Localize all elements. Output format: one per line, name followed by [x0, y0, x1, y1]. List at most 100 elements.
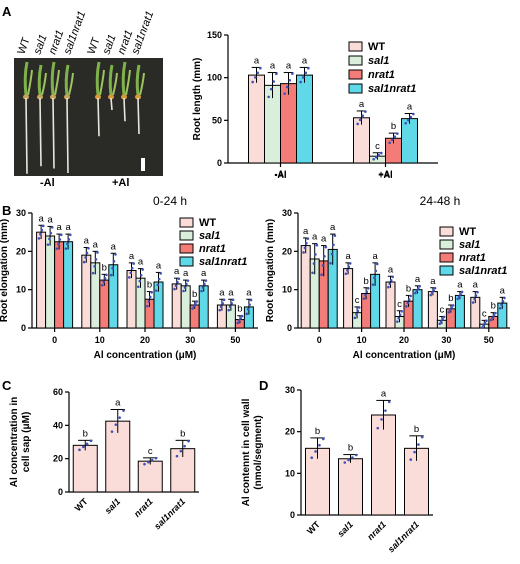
- data-point: [388, 141, 391, 145]
- data-point: [253, 76, 257, 79]
- data-point: [299, 80, 302, 84]
- bar: [248, 74, 265, 164]
- data-point: [218, 308, 222, 312]
- bar: [36, 231, 47, 329]
- data-point: [447, 310, 451, 314]
- seedling-shoot: [50, 61, 56, 96]
- data-point: [412, 112, 415, 116]
- significance-letter: a: [407, 102, 413, 113]
- data-point: [413, 450, 416, 454]
- legend-label: sal1: [459, 239, 480, 251]
- scale-bar: [141, 158, 145, 171]
- data-point: [67, 238, 71, 241]
- data-point: [310, 456, 314, 460]
- seedling-seed: [121, 94, 127, 100]
- significance-letter: b: [448, 293, 453, 304]
- data-point: [248, 303, 251, 306]
- data-point: [177, 277, 181, 281]
- data-point: [314, 253, 317, 256]
- seedling-root: [25, 97, 28, 174]
- data-point: [384, 409, 387, 412]
- data-point: [439, 320, 443, 323]
- data-point: [418, 284, 421, 288]
- data-point: [105, 273, 108, 277]
- data-point: [321, 264, 325, 267]
- data-point: [450, 306, 453, 309]
- data-point: [460, 290, 464, 294]
- data-point: [114, 253, 117, 256]
- data-point: [354, 453, 358, 457]
- significance-letter: a: [84, 236, 90, 247]
- seedling-root: [137, 97, 140, 135]
- significance-letter: c: [397, 299, 402, 310]
- data-point: [204, 279, 208, 282]
- bar: [338, 458, 363, 516]
- seedling-leaf: [41, 72, 47, 96]
- y-axis-title: Root elongation (mm): [0, 219, 10, 322]
- seedling-seed: [50, 94, 56, 100]
- data-point: [318, 443, 321, 447]
- bar: [105, 420, 131, 493]
- data-point: [132, 262, 135, 265]
- significance-letter: a: [47, 214, 53, 225]
- data-point: [183, 286, 187, 289]
- legend-swatch: [179, 243, 194, 254]
- data-point: [122, 409, 125, 412]
- data-point: [237, 319, 241, 323]
- data-point: [420, 435, 424, 439]
- data-point: [377, 153, 381, 157]
- data-point: [259, 66, 262, 70]
- data-point: [398, 313, 402, 317]
- data-point: [173, 287, 176, 291]
- legend-swatch: [439, 226, 454, 237]
- data-point: [491, 316, 494, 319]
- seedling-leaf: [27, 69, 33, 96]
- data-point: [195, 300, 199, 303]
- significance-letter: a: [457, 280, 463, 291]
- seedling-root: [39, 97, 42, 167]
- data-point: [492, 314, 496, 317]
- seedling-shoot: [23, 61, 29, 96]
- y-tick-label: 150: [207, 30, 222, 40]
- significance-letter: a: [312, 232, 318, 243]
- y-tick-label: 20: [282, 246, 292, 256]
- data-point: [227, 308, 231, 312]
- data-point: [230, 301, 233, 305]
- data-point: [186, 279, 190, 282]
- y-tick-label: 40: [53, 420, 63, 430]
- seedling-leaf: [125, 69, 131, 96]
- chart-title: 0-24 h: [153, 194, 187, 208]
- data-point: [109, 273, 113, 277]
- data-point: [159, 272, 162, 275]
- data-point: [409, 115, 413, 119]
- data-point: [375, 262, 379, 266]
- data-point: [306, 237, 310, 240]
- data-point: [314, 450, 317, 453]
- significance-letter: b: [315, 426, 320, 437]
- data-point: [358, 118, 362, 122]
- data-point: [451, 304, 455, 307]
- data-point: [283, 92, 286, 95]
- data-point: [128, 276, 131, 279]
- data-point: [154, 456, 158, 460]
- data-point: [176, 280, 179, 284]
- photo-label: WT: [16, 36, 33, 56]
- photo-label-minus-al: -Al: [40, 177, 55, 189]
- data-point: [139, 273, 143, 277]
- data-point: [221, 301, 224, 305]
- significance-letter: b: [147, 280, 152, 291]
- significance-letter: a: [129, 251, 135, 262]
- data-point: [343, 461, 347, 464]
- data-point: [396, 132, 399, 135]
- data-point: [96, 251, 99, 254]
- significance-letter: a: [388, 264, 394, 275]
- data-point: [302, 251, 305, 254]
- data-point: [155, 289, 158, 292]
- data-point: [137, 285, 140, 289]
- bar: [63, 241, 74, 329]
- significance-letter: b: [391, 121, 396, 132]
- data-point: [187, 439, 190, 443]
- data-point: [91, 271, 95, 275]
- significance-letter: c: [482, 308, 487, 319]
